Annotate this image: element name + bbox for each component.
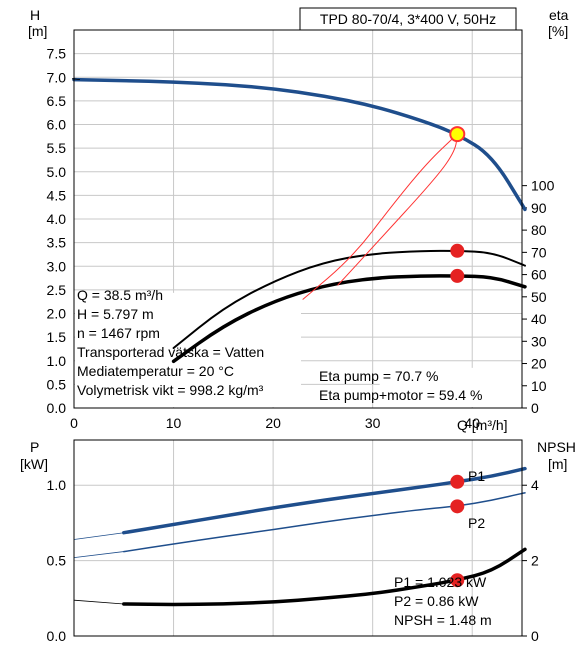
y-tick-label-h: 4.0	[47, 211, 67, 227]
y-tick-label-h: 6.0	[47, 117, 67, 133]
npsh-system-curve-upper	[302, 133, 458, 300]
eta-box-background	[379, 367, 521, 407]
y-tick-label-h: 5.0	[47, 164, 67, 180]
p1-operating-marker	[450, 474, 465, 489]
y-tick-label-eta: 40	[531, 311, 547, 327]
operating-point-head-marker	[449, 126, 466, 143]
eta-axis-label: eta	[549, 7, 569, 23]
y-tick-label-eta: 80	[531, 222, 547, 238]
info-line: Mediatemperatur = 20 °C	[77, 363, 234, 379]
h-axis-label: H	[30, 7, 40, 23]
eta-info-line: Eta pump = 70.7 %	[319, 368, 438, 384]
npsh-operating-marker	[450, 573, 465, 588]
p2-label: P2	[468, 515, 485, 531]
p2-operating-marker	[450, 499, 465, 514]
y-tick-label-eta: 70	[531, 244, 547, 260]
p2-curve	[123, 492, 526, 553]
p1-label: P1	[468, 468, 485, 484]
p1-curve	[122, 466, 527, 535]
y-tick-label-eta: 10	[531, 378, 547, 394]
y-tick-label-h: 7.0	[47, 69, 67, 85]
info-line: Transporterad vätska = Vatten	[77, 344, 264, 360]
npsh-axis-unit: [m]	[548, 456, 567, 472]
y-tick-label-h: 3.0	[47, 258, 67, 274]
head-leader-line	[71, 78, 81, 81]
npsh-system-curve-lower	[337, 133, 458, 286]
y-tick-label-eta: 30	[531, 333, 547, 349]
info-line: Volymetrisk vikt = 998.2 kg/m³	[77, 382, 264, 398]
y-tick-label-eta: 100	[531, 178, 555, 194]
eta-total-curve	[171, 274, 527, 364]
y-tick-label-p: 0.5	[47, 553, 67, 569]
power-info-line: NPSH = 1.48 m	[394, 612, 492, 628]
y-tick-label-eta: 0	[531, 400, 539, 416]
x-tick-label: 0	[70, 415, 78, 431]
y-tick-label-npsh: 2	[531, 553, 539, 569]
y-tick-label-h: 4.5	[47, 187, 67, 203]
x-tick-label: 10	[166, 415, 182, 431]
eta-info-line: Eta pump+motor = 59.4 %	[319, 387, 482, 403]
npsh-axis-label: NPSH	[537, 439, 576, 455]
bottom-plot-frame	[73, 439, 523, 637]
y-tick-label-h: 0.0	[47, 400, 67, 416]
y-tick-label-p: 1.0	[47, 477, 67, 493]
operating-point-eta-pump-marker	[450, 243, 465, 258]
info-line: n = 1467 rpm	[77, 325, 160, 341]
y-tick-label-h: 3.5	[47, 235, 67, 251]
y-tick-label-eta: 90	[531, 200, 547, 216]
p-axis-unit: [kW]	[20, 456, 48, 472]
y-tick-label-p: 0.0	[47, 628, 67, 644]
title-box	[299, 7, 517, 31]
eta-axis-unit: [%]	[548, 23, 568, 39]
p1-curve-leader	[73, 532, 124, 540]
y-tick-label-h: 1.0	[47, 353, 67, 369]
x-tick-label: 30	[365, 415, 381, 431]
power-info-line: P1 = 1.023 kW	[394, 574, 487, 590]
h-axis-unit: [m]	[28, 23, 47, 39]
q-axis-label: Q [m³/h]	[457, 417, 508, 433]
power-info-line: P2 = 0.86 kW	[394, 593, 479, 609]
p2-curve-leader	[73, 551, 124, 558]
y-tick-label-npsh: 0	[531, 628, 539, 644]
y-tick-label-eta: 50	[531, 289, 547, 305]
y-tick-label-h: 5.5	[47, 140, 67, 156]
y-tick-label-npsh: 4	[531, 477, 539, 493]
info-line: Q = 38.5 m³/h	[77, 287, 163, 303]
y-tick-label-eta: 60	[531, 267, 547, 283]
operating-point-eta-total-marker	[450, 268, 465, 283]
y-tick-label-h: 1.5	[47, 329, 67, 345]
eta-pump-curve	[172, 249, 527, 349]
x-tick-label: 40	[464, 415, 480, 431]
y-tick-label-h: 6.5	[47, 93, 67, 109]
p-axis-label: P	[30, 439, 39, 455]
chart-title: TPD 80-70/4, 3*400 V, 50Hz	[320, 11, 496, 27]
y-tick-label-eta: 20	[531, 356, 547, 372]
y-tick-label-h: 7.5	[47, 46, 67, 62]
y-tick-label-h: 2.0	[47, 306, 67, 322]
head-curve	[72, 77, 527, 212]
top-plot-frame	[73, 29, 523, 409]
info-line: H = 5.797 m	[77, 306, 154, 322]
npsh-curve-leader	[73, 599, 124, 605]
npsh-curve	[122, 547, 527, 607]
y-tick-label-h: 2.5	[47, 282, 67, 298]
x-tick-label: 20	[265, 415, 281, 431]
y-tick-label-h: 0.5	[47, 376, 67, 392]
